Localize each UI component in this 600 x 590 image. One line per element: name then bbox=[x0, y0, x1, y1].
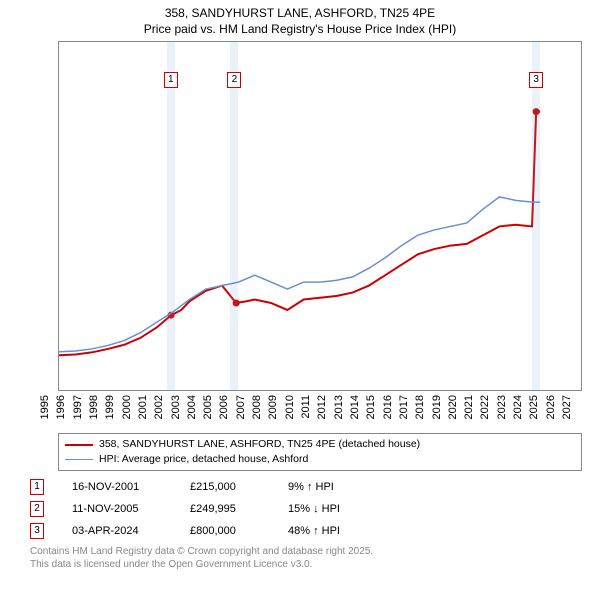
series-svg bbox=[59, 42, 581, 390]
x-tick-mark bbox=[157, 390, 158, 391]
series-line-hpi bbox=[59, 197, 540, 352]
event-marker: 3 bbox=[30, 523, 44, 539]
series-line-price_paid bbox=[59, 112, 540, 356]
x-tick-mark bbox=[206, 390, 207, 391]
events-table: 1 16-NOV-2001 £215,000 9% ↑ HPI 2 11-NOV-2005… bbox=[30, 479, 590, 539]
y-tick-mark bbox=[58, 147, 59, 148]
x-tick-mark bbox=[336, 390, 337, 391]
event-price: £800,000 bbox=[190, 525, 260, 537]
x-tick-mark bbox=[418, 390, 419, 391]
x-tick-mark bbox=[499, 390, 500, 391]
y-tick-mark bbox=[58, 77, 59, 78]
event-diff: 15% ↓ HPI bbox=[288, 503, 378, 515]
event-marker: 2 bbox=[30, 501, 44, 517]
x-tick-mark bbox=[287, 390, 288, 391]
x-tick-mark bbox=[369, 390, 370, 391]
legend: 358, SANDYHURST LANE, ASHFORD, TN25 4PE … bbox=[58, 433, 582, 470]
y-tick-mark bbox=[58, 216, 59, 217]
footer-line1: Contains HM Land Registry data © Crown c… bbox=[30, 545, 590, 558]
y-tick-mark bbox=[58, 181, 59, 182]
plot-area: £0£100K£200K£300K£400K£500K£600K£700K£80… bbox=[58, 41, 582, 391]
x-tick-mark bbox=[434, 390, 435, 391]
x-tick-mark bbox=[385, 390, 386, 391]
chart-marker: 1 bbox=[164, 72, 178, 88]
x-tick-mark bbox=[124, 390, 125, 391]
y-tick-mark bbox=[58, 321, 59, 322]
shaded-band bbox=[230, 42, 238, 390]
x-tick-mark bbox=[271, 390, 272, 391]
x-tick-mark bbox=[565, 390, 566, 391]
x-tick-mark bbox=[141, 390, 142, 391]
x-tick-mark bbox=[402, 390, 403, 391]
x-tick-mark bbox=[222, 390, 223, 391]
shaded-band bbox=[532, 42, 540, 390]
y-tick-mark bbox=[58, 286, 59, 287]
legend-swatch bbox=[65, 444, 93, 446]
x-tick-mark bbox=[320, 390, 321, 391]
y-tick-mark bbox=[58, 355, 59, 356]
legend-label: HPI: Average price, detached house, Ashf… bbox=[99, 452, 308, 467]
x-tick-mark bbox=[92, 390, 93, 391]
x-tick-mark bbox=[75, 390, 76, 391]
event-diff: 9% ↑ HPI bbox=[288, 481, 378, 493]
x-tick-mark bbox=[255, 390, 256, 391]
footer-line2: This data is licensed under the Open Gov… bbox=[30, 558, 590, 571]
x-tick-mark bbox=[532, 390, 533, 391]
y-tick-mark bbox=[58, 112, 59, 113]
event-date: 16-NOV-2001 bbox=[72, 481, 162, 493]
x-tick-mark bbox=[516, 390, 517, 391]
chart-marker: 3 bbox=[529, 72, 543, 88]
title-line1: 358, SANDYHURST LANE, ASHFORD, TN25 4PE bbox=[10, 6, 590, 22]
event-price: £249,995 bbox=[190, 503, 260, 515]
x-tick-mark bbox=[190, 390, 191, 391]
x-tick-mark bbox=[581, 390, 582, 391]
chart-container: 358, SANDYHURST LANE, ASHFORD, TN25 4PE … bbox=[0, 0, 600, 590]
x-tick-mark bbox=[548, 390, 549, 391]
chart-area: £0£100K£200K£300K£400K£500K£600K£700K£80… bbox=[58, 41, 582, 431]
x-tick-mark bbox=[304, 390, 305, 391]
title-block: 358, SANDYHURST LANE, ASHFORD, TN25 4PE … bbox=[10, 6, 590, 37]
chart-marker: 2 bbox=[227, 72, 241, 88]
x-tick-mark bbox=[59, 390, 60, 391]
x-tick-mark bbox=[108, 390, 109, 391]
title-line2: Price paid vs. HM Land Registry's House … bbox=[10, 22, 590, 38]
x-tick-mark bbox=[173, 390, 174, 391]
event-date: 11-NOV-2005 bbox=[72, 503, 162, 515]
legend-row: 358, SANDYHURST LANE, ASHFORD, TN25 4PE … bbox=[65, 437, 575, 452]
x-tick-mark bbox=[467, 390, 468, 391]
legend-label: 358, SANDYHURST LANE, ASHFORD, TN25 4PE … bbox=[99, 437, 420, 452]
y-tick-mark bbox=[58, 42, 59, 43]
footer: Contains HM Land Registry data © Crown c… bbox=[30, 545, 590, 571]
y-tick-mark bbox=[58, 390, 59, 391]
x-tick-mark bbox=[483, 390, 484, 391]
event-diff: 48% ↑ HPI bbox=[288, 525, 378, 537]
event-row: 1 16-NOV-2001 £215,000 9% ↑ HPI bbox=[30, 479, 590, 495]
legend-row: HPI: Average price, detached house, Ashf… bbox=[65, 452, 575, 467]
event-marker: 1 bbox=[30, 479, 44, 495]
event-row: 2 11-NOV-2005 £249,995 15% ↓ HPI bbox=[30, 501, 590, 517]
x-tick-mark bbox=[238, 390, 239, 391]
y-tick-mark bbox=[58, 251, 59, 252]
legend-swatch bbox=[65, 459, 93, 460]
x-tick-label: 2027 bbox=[561, 395, 599, 419]
event-price: £215,000 bbox=[190, 481, 260, 493]
x-tick-mark bbox=[353, 390, 354, 391]
x-tick-mark bbox=[451, 390, 452, 391]
event-row: 3 03-APR-2024 £800,000 48% ↑ HPI bbox=[30, 523, 590, 539]
event-date: 03-APR-2024 bbox=[72, 525, 162, 537]
shaded-band bbox=[167, 42, 175, 390]
